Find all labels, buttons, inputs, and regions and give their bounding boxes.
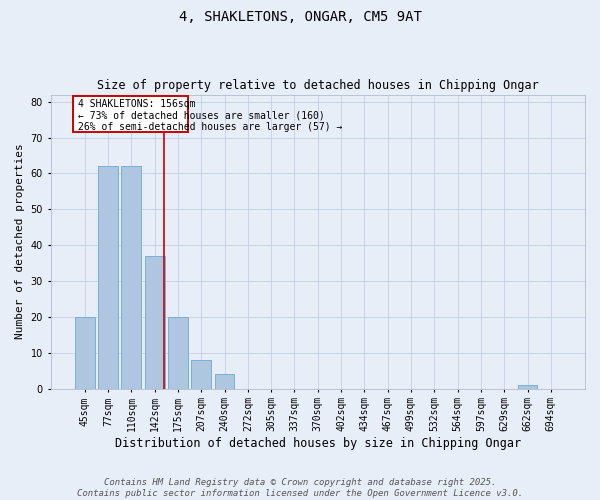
Bar (145, 256, 164, 388)
Bar (98, 166, 118, 388)
FancyBboxPatch shape (73, 96, 188, 132)
Text: Contains HM Land Registry data © Crown copyright and database right 2025.
Contai: Contains HM Land Registry data © Crown c… (77, 478, 523, 498)
Title: Size of property relative to detached houses in Chipping Ongar: Size of property relative to detached ho… (97, 79, 539, 92)
Bar (75, 317, 95, 388)
Text: ← 73% of detached houses are smaller (160): ← 73% of detached houses are smaller (16… (79, 110, 325, 120)
Bar (168, 317, 188, 388)
Text: 4, SHAKLETONS, ONGAR, CM5 9AT: 4, SHAKLETONS, ONGAR, CM5 9AT (179, 10, 421, 24)
Bar (215, 374, 235, 388)
X-axis label: Distribution of detached houses by size in Chipping Ongar: Distribution of detached houses by size … (115, 437, 521, 450)
Text: 26% of semi-detached houses are larger (57) →: 26% of semi-detached houses are larger (… (79, 122, 343, 132)
Bar (191, 360, 211, 388)
Bar (121, 166, 141, 388)
Bar (518, 385, 538, 388)
Text: 4 SHAKLETONS: 156sqm: 4 SHAKLETONS: 156sqm (79, 100, 196, 110)
Y-axis label: Number of detached properties: Number of detached properties (15, 144, 25, 340)
